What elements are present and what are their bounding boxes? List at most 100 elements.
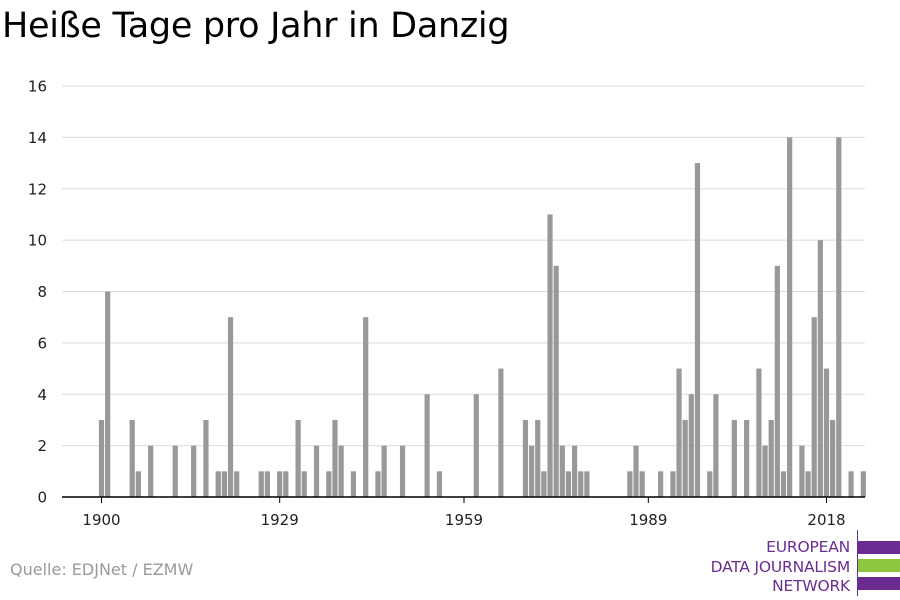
bar: [762, 445, 768, 497]
bar: [203, 419, 209, 497]
bar: [547, 214, 553, 497]
bar: [381, 445, 387, 497]
bar: [578, 471, 584, 497]
logo-line-1: EUROPEAN: [766, 538, 850, 556]
bar: [688, 394, 694, 497]
y-tick-label: 0: [37, 489, 47, 507]
bar: [571, 445, 578, 497]
y-tick-label: 12: [28, 180, 47, 198]
chart-title: Heiße Tage pro Jahr in Danzig: [2, 6, 510, 46]
bar: [148, 445, 154, 497]
bar: [633, 445, 639, 497]
bar: [264, 471, 270, 497]
bar: [553, 265, 559, 497]
bar: [295, 419, 301, 497]
bar: [658, 471, 664, 497]
bar: [424, 394, 430, 497]
bar: [326, 471, 332, 497]
bar: [811, 317, 817, 497]
bar: [498, 368, 504, 497]
bar: [338, 445, 344, 497]
bar: [836, 137, 842, 497]
bar: [98, 419, 105, 497]
y-tick-label: 4: [37, 386, 47, 404]
bar: [744, 419, 750, 497]
gridlines: [62, 85, 865, 447]
bar: [541, 471, 547, 497]
bar: [215, 471, 221, 497]
bar: [780, 471, 787, 497]
bar: [105, 291, 111, 497]
bar: [848, 471, 854, 497]
bar: [221, 471, 227, 497]
bar: [258, 471, 264, 497]
bar: [129, 419, 135, 497]
bar: [227, 317, 234, 497]
y-tick-label: 14: [28, 129, 47, 147]
y-tick-label: 6: [37, 334, 47, 352]
bar: [436, 471, 443, 497]
bar: [135, 471, 141, 497]
bar: [860, 471, 866, 497]
bar: [639, 471, 645, 497]
bar: [676, 368, 682, 497]
bar: [694, 163, 701, 497]
bar: [473, 394, 479, 497]
logo-text: EUROPEAN DATA JOURNALISM NETWORK: [710, 538, 851, 597]
bar: [350, 471, 357, 497]
bar: [234, 471, 240, 497]
bar: [535, 419, 541, 497]
logo-line-3: NETWORK: [772, 577, 850, 595]
logo-bar-green: [858, 559, 900, 572]
bar: [522, 419, 529, 497]
bar: [731, 419, 737, 497]
bar: [627, 471, 633, 497]
bar: [830, 419, 836, 497]
bar: [787, 137, 793, 497]
bar: [528, 445, 535, 497]
bar: [713, 394, 719, 497]
bar: [565, 471, 572, 497]
bar: [584, 471, 590, 497]
bar: [363, 317, 369, 497]
x-tick-label: 1929: [261, 511, 299, 529]
bar: [399, 445, 406, 497]
bar: [817, 240, 823, 497]
bar: [559, 445, 565, 497]
logo-bar-purple-bottom: [858, 577, 900, 590]
x-tick-label: 1900: [82, 511, 120, 529]
bar: [799, 445, 805, 497]
bar: [682, 419, 688, 497]
y-tick-label: 10: [28, 232, 47, 250]
bar: [756, 368, 762, 497]
bar: [172, 445, 178, 497]
bar: [774, 265, 780, 497]
bar: [332, 419, 338, 497]
bar: [283, 471, 289, 497]
bar: [191, 445, 197, 497]
edjnet-logo: EUROPEAN DATA JOURNALISM NETWORK: [700, 530, 900, 598]
y-tick-label: 8: [37, 283, 47, 301]
x-tick-label: 2018: [807, 511, 845, 529]
bar: [375, 471, 381, 497]
source-note: Quelle: EDJNet / EZMW: [10, 560, 194, 579]
logo-bar-purple-top: [858, 541, 900, 554]
bar: [313, 445, 320, 497]
logo-line-2: DATA JOURNALISM: [710, 557, 851, 576]
bar: [768, 419, 774, 497]
bar: [277, 471, 283, 497]
bar: [823, 368, 830, 497]
bar: [707, 471, 713, 497]
bar: [301, 471, 307, 497]
x-tick-label: 1989: [629, 511, 667, 529]
bars: [98, 137, 866, 497]
x-tick-labels: 1900 1929 1959 1989 2018: [82, 497, 846, 529]
y-tick-labels: 0 2 4 6 8 10 12 14 16: [28, 78, 47, 507]
y-tick-label: 16: [28, 78, 47, 96]
bar: [670, 471, 676, 497]
y-tick-label: 2: [37, 437, 47, 455]
x-tick-label: 1959: [445, 511, 483, 529]
logo-divider: [857, 530, 858, 596]
bar: [805, 471, 811, 497]
